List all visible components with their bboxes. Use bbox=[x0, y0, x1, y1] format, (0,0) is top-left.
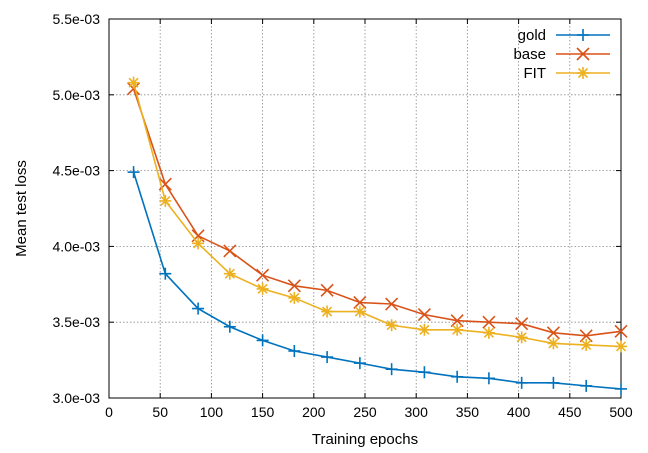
legend-label-base: base bbox=[513, 46, 546, 63]
series-gold bbox=[127, 166, 627, 395]
data-point-FIT bbox=[159, 194, 172, 207]
data-point-gold bbox=[288, 345, 301, 358]
x-tick-label: 500 bbox=[609, 404, 633, 420]
x-tick-label: 150 bbox=[251, 404, 275, 420]
x-tick-label: 200 bbox=[302, 404, 326, 420]
y-tick-label: 4.0e-03 bbox=[53, 238, 101, 254]
x-tick-label: 300 bbox=[405, 404, 429, 420]
data-point-gold bbox=[385, 363, 398, 376]
data-point-gold bbox=[192, 302, 205, 315]
data-point-base bbox=[417, 308, 431, 322]
data-point-FIT bbox=[353, 305, 366, 318]
data-point-FIT bbox=[451, 323, 464, 336]
y-tick-label: 3.5e-03 bbox=[53, 314, 101, 330]
data-point-base bbox=[546, 326, 560, 340]
y-tick-label: 4.5e-03 bbox=[53, 163, 101, 179]
data-point-base bbox=[450, 314, 464, 328]
legend-marker-gold bbox=[577, 29, 589, 41]
data-point-base bbox=[353, 295, 367, 310]
data-point-base bbox=[287, 279, 301, 293]
data-point-FIT bbox=[580, 338, 593, 351]
data-point-gold bbox=[321, 351, 334, 364]
series-group bbox=[127, 76, 628, 395]
data-point-gold bbox=[418, 366, 431, 379]
x-axis-title: Training epochs bbox=[312, 431, 418, 448]
y-tick-label: 5.5e-03 bbox=[53, 11, 101, 27]
x-axis: 0 50 100 150 200 250 300 350 400 450 500 bbox=[105, 19, 633, 420]
data-point-FIT bbox=[321, 305, 334, 318]
data-point-base bbox=[614, 324, 628, 338]
data-point-FIT bbox=[288, 291, 301, 304]
data-point-FIT bbox=[482, 326, 495, 339]
series-line-base bbox=[132, 88, 622, 337]
x-tick-label: 100 bbox=[200, 404, 224, 420]
legend-marker-FIT bbox=[577, 67, 589, 79]
y-axis: 3.0e-03 3.5e-03 4.0e-03 4.5e-03 5.0e-03 5.5e-… bbox=[53, 11, 621, 406]
data-point-base bbox=[482, 315, 496, 329]
data-point-gold bbox=[223, 320, 236, 333]
legend-label-gold: gold bbox=[518, 27, 546, 44]
data-point-gold bbox=[159, 267, 172, 280]
data-point-base bbox=[256, 268, 270, 282]
x-tick-label: 0 bbox=[105, 404, 113, 420]
data-point-base bbox=[223, 244, 237, 258]
data-point-FIT bbox=[223, 267, 236, 280]
data-point-base bbox=[320, 283, 334, 297]
series-line-gold bbox=[132, 171, 622, 390]
series-base bbox=[127, 82, 628, 343]
data-point-gold bbox=[515, 376, 528, 389]
data-point-FIT bbox=[192, 237, 205, 250]
legend-marker-base bbox=[576, 47, 590, 61]
data-point-gold bbox=[451, 370, 464, 383]
data-point-gold bbox=[615, 382, 627, 395]
x-tick-label: 450 bbox=[558, 404, 582, 420]
data-point-FIT bbox=[385, 319, 398, 332]
data-point-base bbox=[579, 329, 593, 343]
x-tick-label: 400 bbox=[507, 404, 531, 420]
y-tick-label: 5.0e-03 bbox=[53, 87, 101, 103]
legend-label-FIT: FIT bbox=[524, 65, 547, 82]
data-point-base bbox=[515, 317, 529, 331]
data-point-FIT bbox=[418, 323, 431, 336]
data-point-FIT bbox=[127, 76, 140, 89]
y-axis-title: Mean test loss bbox=[13, 160, 30, 257]
data-point-FIT bbox=[256, 282, 269, 295]
series-FIT bbox=[127, 76, 627, 353]
series-line-FIT bbox=[132, 82, 622, 348]
data-point-gold bbox=[353, 357, 366, 370]
data-point-FIT bbox=[515, 331, 528, 344]
x-tick-label: 250 bbox=[353, 404, 377, 420]
data-point-FIT bbox=[547, 337, 560, 350]
data-point-base bbox=[385, 297, 399, 311]
x-tick-label: 350 bbox=[456, 404, 480, 420]
x-tick-label: 50 bbox=[152, 404, 168, 420]
data-point-FIT bbox=[615, 340, 627, 353]
data-point-gold bbox=[580, 379, 593, 392]
data-point-base bbox=[127, 82, 141, 96]
data-point-gold bbox=[482, 372, 495, 385]
data-point-gold bbox=[547, 376, 560, 389]
legend: gold base FIT bbox=[513, 27, 610, 82]
data-point-gold bbox=[127, 166, 140, 179]
y-tick-label: 3.0e-03 bbox=[53, 390, 101, 406]
data-point-gold bbox=[256, 334, 269, 347]
